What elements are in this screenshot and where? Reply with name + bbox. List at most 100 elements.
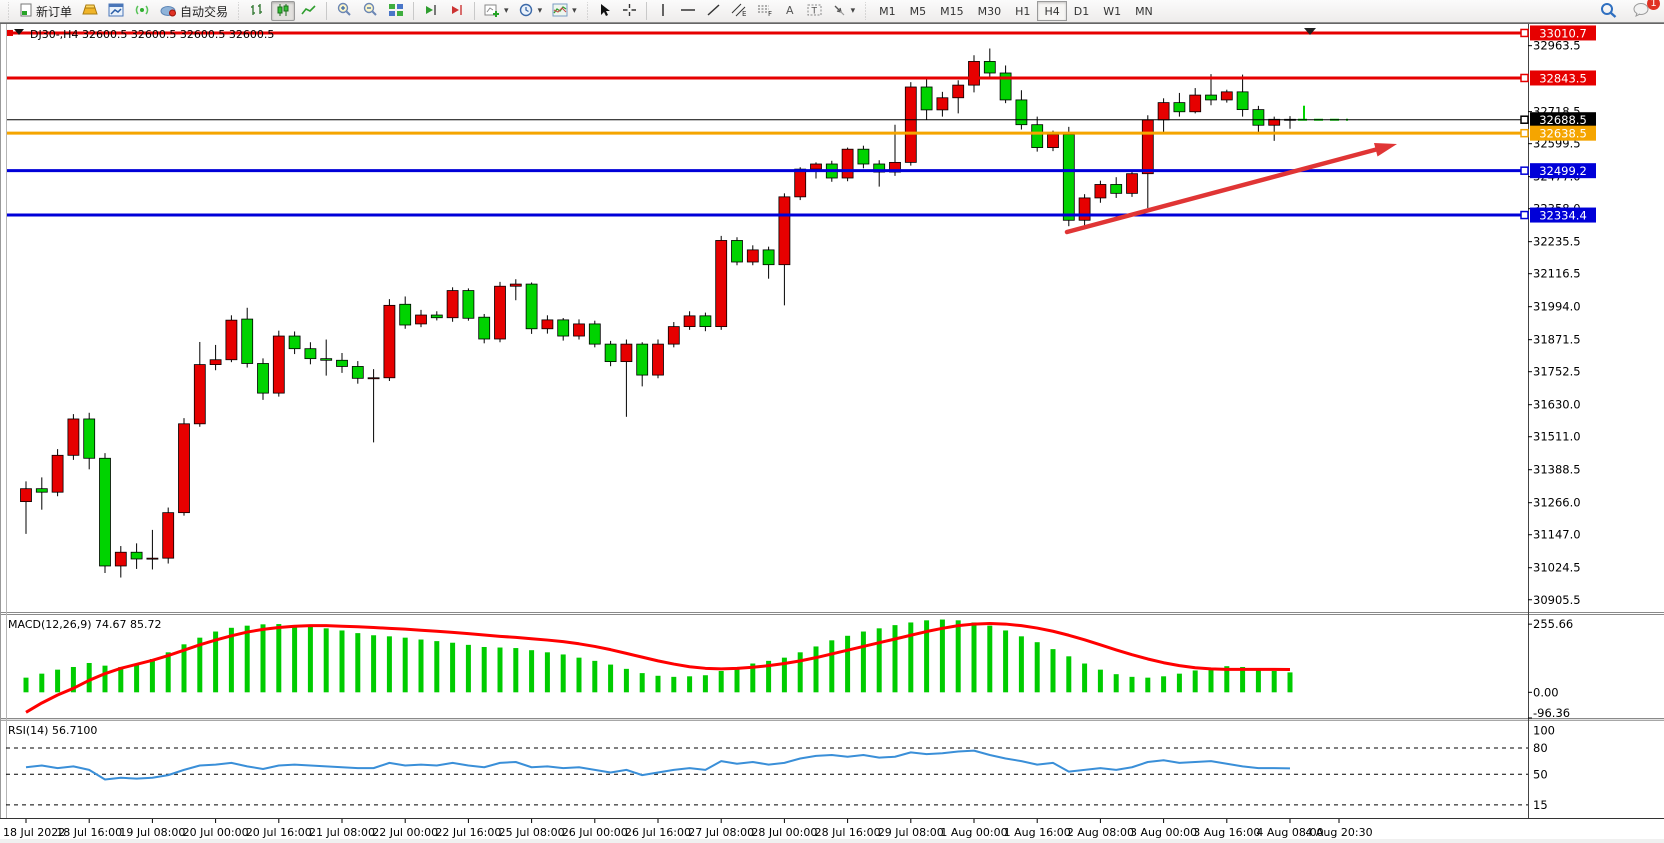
vertical-line-tool-button[interactable]	[652, 1, 674, 21]
macd-histogram-bar	[323, 628, 329, 693]
new-order-button[interactable]: 新订单	[15, 1, 76, 21]
svg-text:18 Jul 16:00: 18 Jul 16:00	[56, 826, 122, 839]
macd-histogram-bar	[781, 657, 787, 693]
timeframe-h1-button[interactable]: H1	[1015, 4, 1031, 18]
svg-text:31147.0: 31147.0	[1533, 528, 1581, 542]
macd-histogram-bar	[829, 640, 835, 693]
notifications-button[interactable]: 1	[1629, 0, 1660, 21]
macd-histogram-bar	[845, 635, 851, 693]
arrows-tool-button[interactable]: ▾	[828, 1, 860, 21]
svg-text:32116.5: 32116.5	[1533, 267, 1581, 281]
chart-window-icon	[108, 3, 124, 20]
timeframe-h4-button[interactable]: H4	[1037, 1, 1067, 21]
macd-histogram-bar	[1271, 670, 1277, 693]
price-chart[interactable]: DJ30-,H4 32600.5 32600.5 32600.5 32600.5…	[0, 23, 1664, 843]
horizontal-lines-layer[interactable]	[6, 29, 1528, 217]
price-axis[interactable]: 32963.532718.532599.532477.032358.032235…	[1520, 25, 1596, 607]
macd-histogram-bar	[339, 630, 345, 693]
macd-histogram-bar	[939, 619, 945, 693]
macd-histogram-bar	[1082, 663, 1088, 693]
zoom-in-icon	[336, 2, 352, 20]
macd-histogram-bar	[434, 641, 440, 693]
macd-histogram-bar	[702, 675, 708, 693]
label-icon: T	[807, 3, 822, 20]
macd-histogram-bar	[576, 657, 582, 693]
candlestick-mode-button[interactable]	[271, 1, 296, 21]
timeframe-mn-button[interactable]: MN	[1135, 4, 1153, 18]
macd-histogram-bar	[1113, 674, 1119, 693]
autotrade-button[interactable]: 自动交易	[156, 1, 232, 21]
timeframe-m30-button[interactable]: M30	[977, 4, 1002, 18]
line-chart-mode-button[interactable]	[297, 1, 321, 21]
macd-histogram-bar	[608, 664, 614, 693]
timeframe-m15-button[interactable]: M15	[940, 4, 964, 18]
crosshair-tool-button[interactable]	[618, 1, 641, 21]
periods-button[interactable]: ▾	[515, 1, 547, 21]
toolbar-drag-handle[interactable]	[236, 2, 242, 20]
toolbar-drag-handle[interactable]	[6, 2, 11, 20]
macd-histogram-bar	[655, 675, 661, 693]
trend-arrow-annotation[interactable]	[1064, 143, 1397, 235]
chart-window[interactable]: DJ30-,H4 32600.5 32600.5 32600.5 32600.5…	[0, 23, 1664, 843]
macd-histogram-bar	[892, 625, 898, 693]
macd-pane[interactable]: MACD(12,26,9) 74.67 85.72 255.66 0.00 -96.3…	[8, 617, 1573, 720]
macd-histogram-bar	[813, 646, 819, 693]
timeframe-w1-button[interactable]: W1	[1103, 4, 1122, 18]
new-order-icon	[19, 3, 33, 20]
timeframe-m5-button[interactable]: M5	[909, 4, 927, 18]
rsi-pane[interactable]: RSI(14) 56.7100 100 80 50 15	[6, 724, 1555, 812]
fibonacci-tool-button[interactable]: F	[753, 1, 777, 21]
macd-histogram-bar	[465, 644, 471, 693]
macd-histogram-bar	[70, 666, 76, 693]
signal-icon	[134, 3, 150, 20]
equidistant-channel-tool-button[interactable]: E	[727, 1, 751, 21]
svg-text:31994.0: 31994.0	[1533, 300, 1581, 314]
templates-button[interactable]: ▾	[548, 1, 581, 21]
svg-text:100: 100	[1533, 724, 1555, 738]
chart-shift-button[interactable]	[445, 1, 469, 21]
svg-text:4 Aug 08:00: 4 Aug 08:00	[1256, 826, 1323, 839]
tile-windows-button[interactable]	[384, 1, 408, 21]
timeframe-d1-button[interactable]: D1	[1073, 4, 1090, 18]
text-tool-button[interactable]: A	[779, 1, 801, 21]
chart-shift-marker[interactable]	[1304, 28, 1316, 35]
macd-histogram-bar	[876, 628, 882, 693]
macd-histogram-bar	[1255, 668, 1261, 693]
price-badge-32334.4: 32334.4	[1520, 207, 1596, 223]
price-badge-32499.2: 32499.2	[1520, 163, 1596, 179]
indicators-button[interactable]: ▾	[480, 1, 513, 21]
chart-window-button[interactable]	[104, 1, 128, 21]
search-button[interactable]	[1596, 1, 1621, 21]
macd-histogram-bar	[750, 663, 756, 693]
bar-chart-mode-button[interactable]	[245, 1, 269, 21]
zoom-out-button[interactable]	[358, 1, 382, 21]
line-chart-icon	[301, 3, 317, 20]
macd-histogram-bar	[639, 673, 645, 693]
svg-text:31630.0: 31630.0	[1533, 398, 1581, 412]
auto-scroll-button[interactable]	[419, 1, 443, 21]
macd-histogram-bar	[592, 660, 598, 693]
label-tool-button[interactable]: T	[803, 1, 826, 21]
market-depth-button[interactable]	[78, 1, 102, 21]
auto-scroll-icon	[423, 3, 439, 20]
toolbar-drag-handle[interactable]	[584, 2, 590, 20]
toolbar-drag-handle[interactable]	[863, 2, 869, 20]
svg-text:1 Aug 16:00: 1 Aug 16:00	[1004, 826, 1071, 839]
macd-histogram-bar	[797, 652, 803, 693]
macd-histogram-bar	[481, 646, 487, 693]
macd-histogram-bar	[181, 644, 187, 693]
zoom-in-button[interactable]	[332, 1, 356, 21]
timeframe-m1-button[interactable]: M1	[879, 4, 896, 18]
macd-histogram-bar	[924, 620, 930, 693]
svg-text:31511.0: 31511.0	[1533, 430, 1581, 444]
signals-button[interactable]	[130, 1, 154, 21]
horizontal-line-tool-button[interactable]	[676, 1, 700, 21]
trendline-tool-button[interactable]	[702, 1, 725, 21]
cursor-tool-button[interactable]	[594, 1, 616, 21]
symbol-dropdown-icon[interactable]	[14, 29, 24, 35]
rsi-line	[25, 749, 1291, 781]
macd-signal-line	[25, 622, 1291, 714]
macd-histogram-bar	[197, 637, 203, 693]
macd-histogram-bar	[1034, 642, 1040, 693]
